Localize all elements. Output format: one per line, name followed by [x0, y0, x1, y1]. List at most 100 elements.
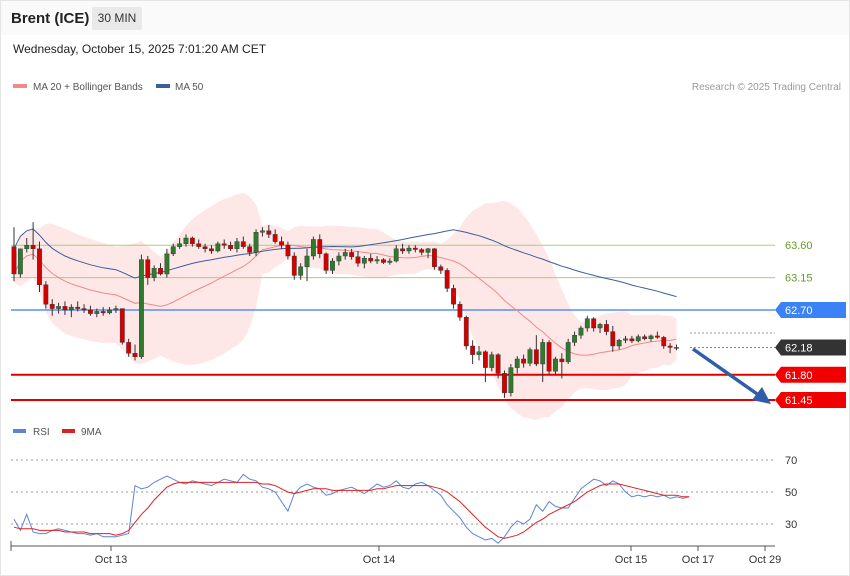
candle-body — [508, 367, 514, 394]
candle-body — [667, 345, 673, 348]
rsi-ma-line — [13, 481, 690, 539]
candle-body — [68, 306, 74, 311]
candle-body — [170, 246, 176, 255]
level-label: 62.18 — [785, 342, 813, 354]
instrument-title: Brent (ICE) — [11, 10, 90, 27]
rsi-legend: RSI 9MA — [13, 427, 102, 438]
candle-body — [43, 284, 49, 305]
rsi-legend-label: RSI — [33, 427, 50, 438]
forecast-arrow-shaft — [691, 347, 762, 398]
candle-body — [559, 358, 565, 363]
candle-body — [565, 342, 571, 363]
candle-body — [495, 354, 501, 374]
candle-body — [361, 257, 367, 264]
level-label: 63.60 — [785, 240, 813, 252]
candle-body — [24, 244, 30, 249]
timeframe-badge[interactable]: 30 MIN — [92, 7, 142, 30]
candle-body — [355, 256, 361, 264]
candle-body — [629, 338, 635, 342]
candle-body — [37, 248, 42, 286]
candle-body — [540, 342, 546, 365]
candle-body — [260, 230, 265, 233]
candle-body — [616, 340, 622, 347]
candle-body — [432, 248, 437, 268]
ma50-line — [13, 228, 677, 298]
timestamp-label: Wednesday, October 15, 2025 7:01:20 AM C… — [13, 42, 267, 56]
candle-body — [527, 349, 533, 364]
candle-body — [374, 259, 380, 262]
candle-body — [247, 246, 253, 253]
rsi-tick-label: 30 — [785, 519, 797, 531]
level-tag-pivot — [775, 302, 846, 318]
header-bar — [1, 1, 849, 35]
candle-body — [463, 317, 469, 347]
candle-body — [126, 342, 132, 354]
candle-body — [584, 318, 590, 329]
rsi-panel: 70 50 30 — [11, 455, 797, 544]
candle-body — [107, 309, 112, 314]
candle-body — [425, 248, 431, 253]
ma20-legend-swatch — [13, 84, 27, 88]
candle-body — [521, 358, 527, 364]
candle-body — [654, 335, 660, 338]
candle-body — [132, 353, 138, 358]
candle-body — [272, 234, 278, 242]
candle-body — [151, 268, 157, 278]
candle-body — [183, 237, 189, 244]
candle-body — [393, 248, 399, 262]
level-tag-support — [775, 392, 846, 408]
candle-body — [221, 243, 227, 246]
candles — [11, 222, 679, 398]
candle-body — [648, 335, 654, 340]
candle-body — [419, 249, 425, 253]
candle-body — [81, 308, 87, 311]
candle-body — [164, 253, 170, 275]
candle-body — [661, 337, 667, 347]
candle-body — [330, 260, 335, 271]
x-tick-label: Oct 14 — [363, 554, 395, 566]
candle-body — [604, 324, 609, 332]
candle-body — [215, 243, 221, 252]
rsi-legend-swatch — [13, 429, 26, 433]
candle-body — [17, 248, 23, 275]
candle-body — [285, 244, 291, 257]
candle-body — [177, 243, 183, 247]
rsi-ma-legend-label: 9MA — [81, 427, 102, 438]
main-legend: MA 20 + Bollinger Bands MA 50 Research ©… — [13, 82, 841, 93]
candle-body — [591, 318, 597, 329]
candle-body — [317, 239, 323, 255]
candle-body — [189, 237, 195, 244]
rsi-ma-legend-swatch — [62, 429, 75, 433]
level-label: 63.15 — [785, 273, 813, 285]
candle-body — [113, 308, 119, 311]
candle-body — [406, 247, 412, 252]
research-credit: Research © 2025 Trading Central — [692, 82, 841, 93]
candle-body — [310, 239, 316, 257]
candle-body — [489, 354, 495, 368]
candle-body — [342, 252, 348, 257]
candle-body — [291, 255, 297, 276]
candle-body — [387, 260, 393, 263]
level-label: 61.80 — [785, 370, 813, 382]
candle-body — [476, 351, 482, 355]
level-tag-support — [775, 366, 846, 383]
candle-body — [56, 306, 61, 309]
candle-body — [196, 243, 202, 247]
level-tag-last — [775, 339, 846, 356]
candle-body — [368, 257, 374, 262]
x-tick-label: Oct 13 — [95, 554, 127, 566]
candle-body — [88, 309, 93, 314]
candle-body — [234, 241, 240, 250]
candle-body — [209, 248, 214, 252]
rsi-tick-label: 50 — [785, 487, 797, 499]
candle-body — [75, 306, 81, 309]
candle-body — [145, 259, 151, 278]
candle-body — [400, 248, 405, 252]
candle-body — [470, 345, 476, 355]
candle-body — [228, 244, 233, 249]
bollinger-band-area — [14, 192, 677, 420]
candle-body — [304, 255, 310, 268]
candle-body — [457, 304, 463, 318]
candle-body — [298, 266, 304, 276]
candle-body — [674, 347, 679, 349]
